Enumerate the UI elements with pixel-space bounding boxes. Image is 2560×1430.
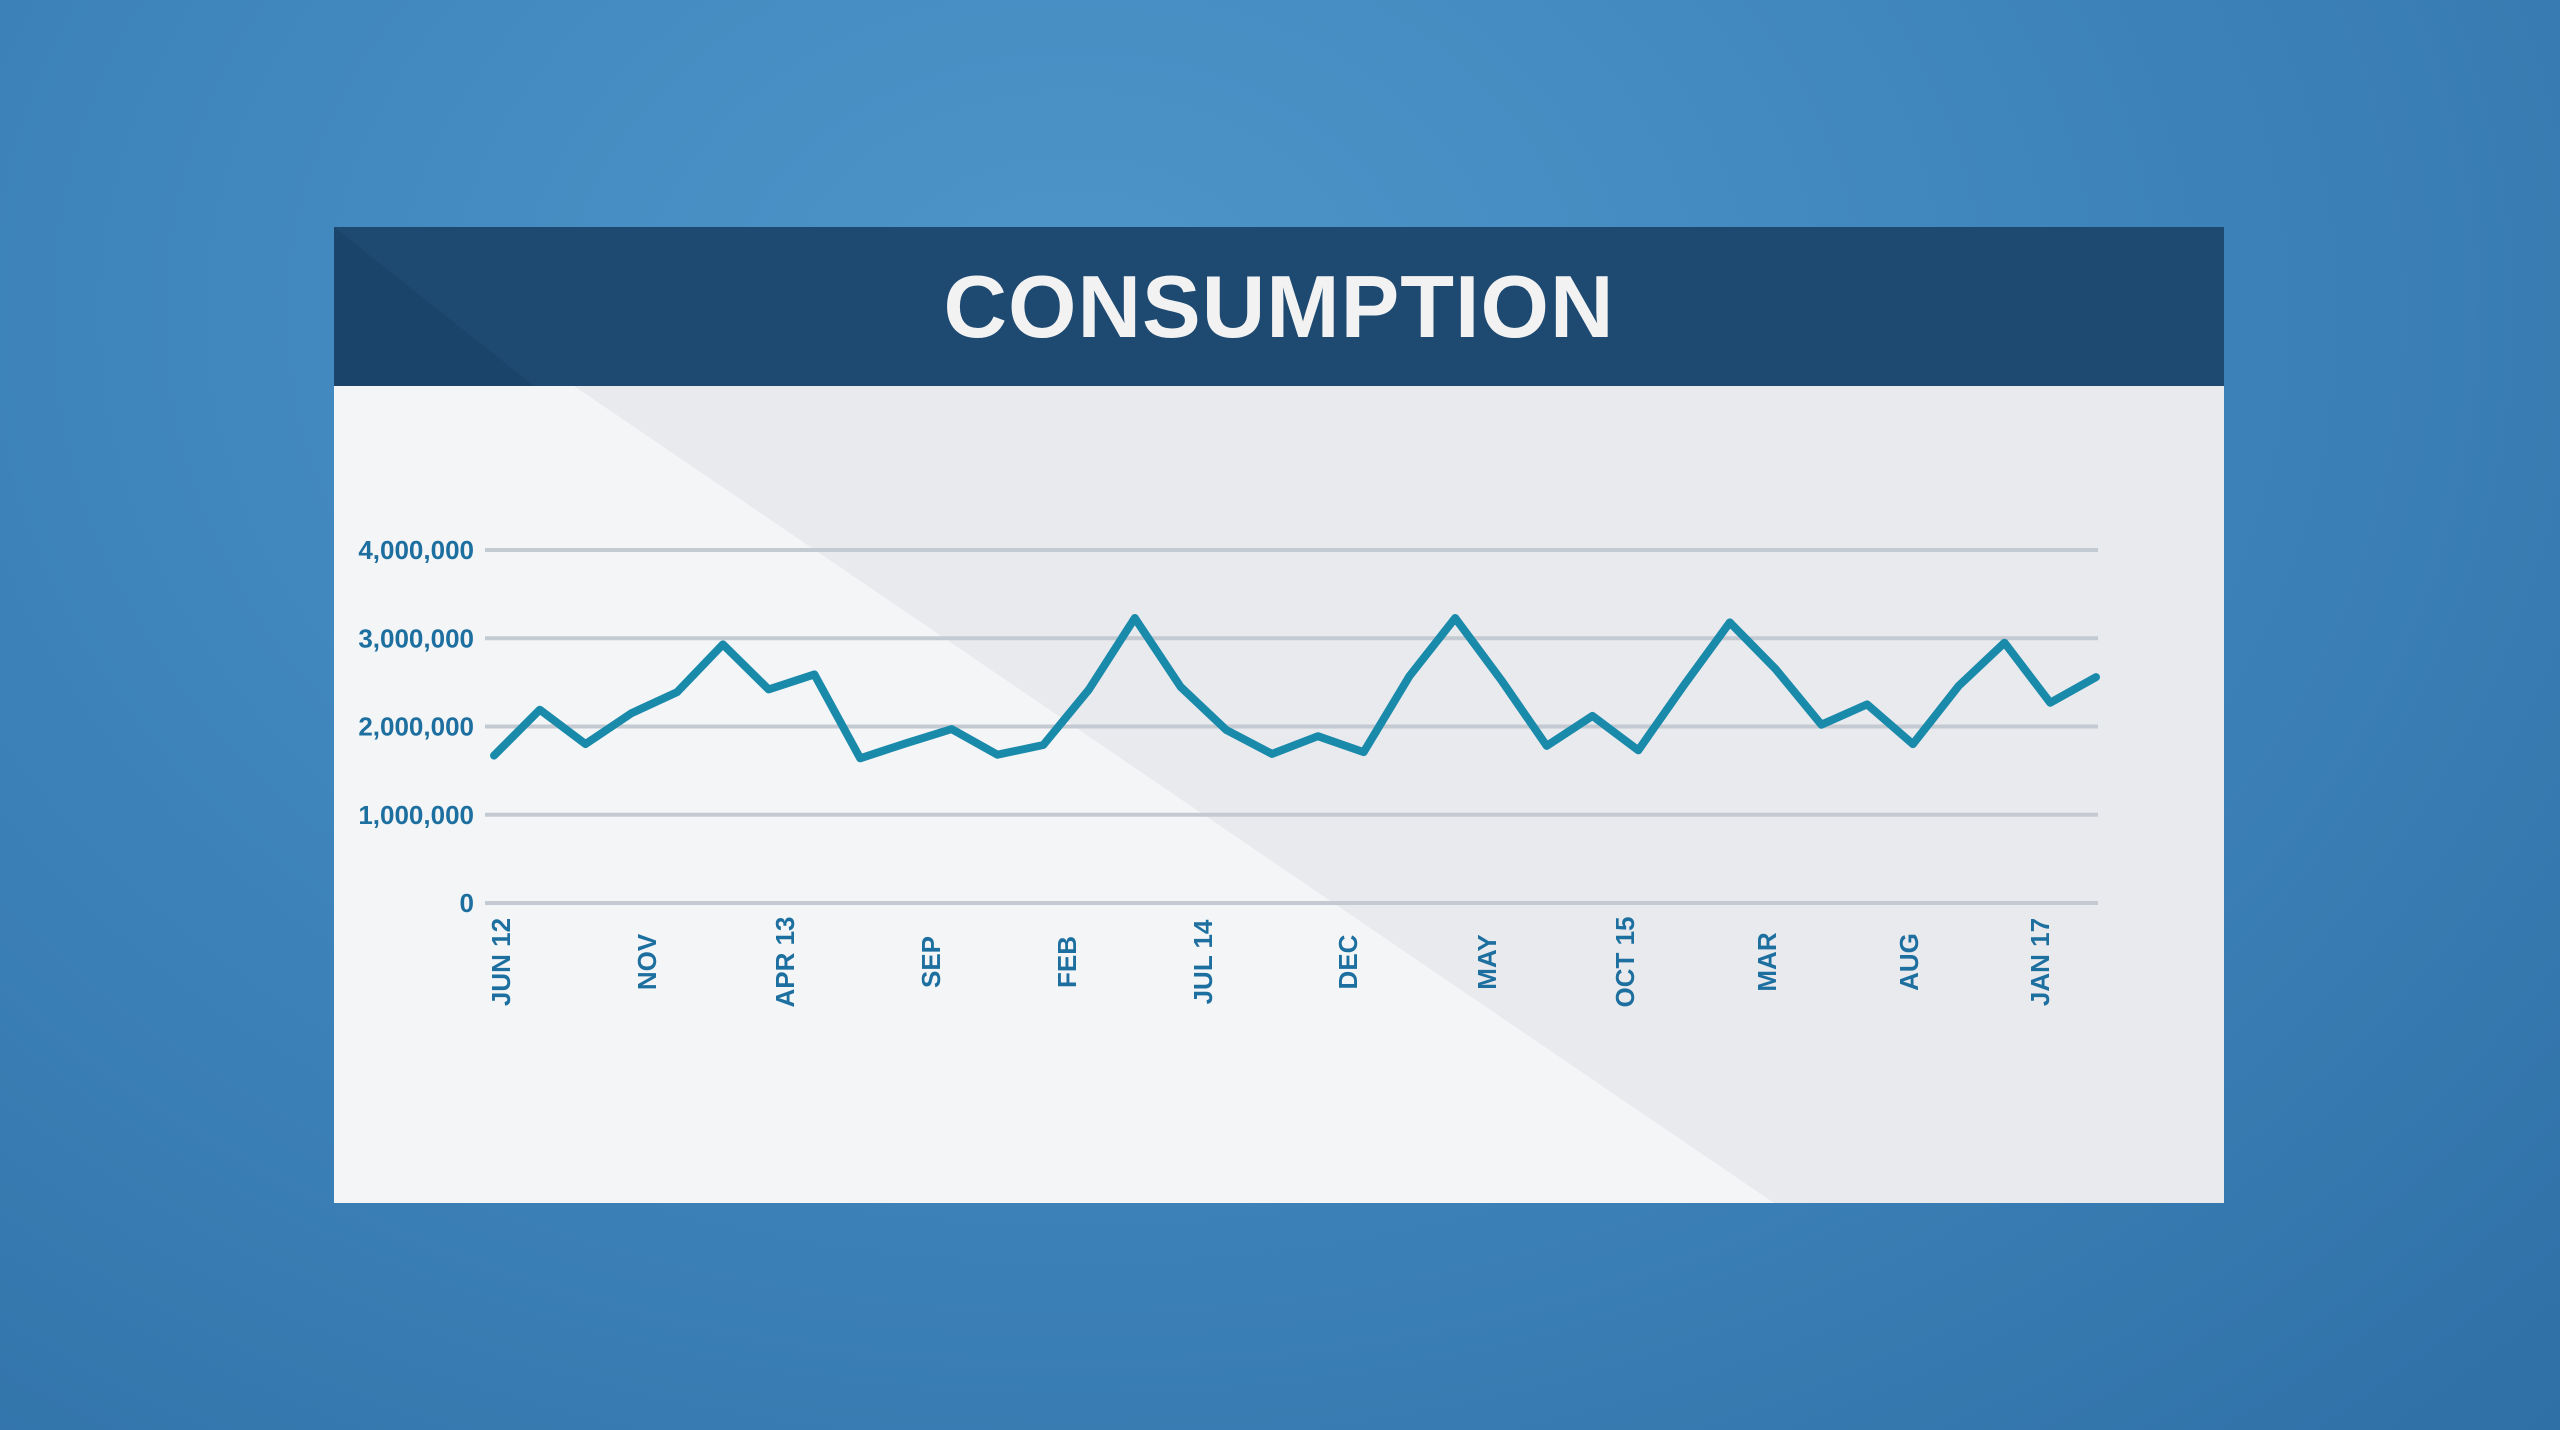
y-tick-label: 3,000,000 [358,623,474,653]
y-tick-label: 0 [460,888,474,918]
consumption-line [490,614,2100,763]
chart-title: CONSUMPTION [943,257,1615,356]
x-tick-label: FEB [1052,936,1082,988]
x-tick-label: MAY [1472,934,1502,989]
chart-card: CONSUMPTION [334,227,2224,1203]
x-tick-label: NOV [632,933,662,990]
chart-header: CONSUMPTION [334,227,2224,386]
x-tick-label: DEC [1333,934,1363,989]
y-tick-label: 2,000,000 [358,712,474,742]
x-tick-label: APR 13 [770,916,800,1007]
card-shade [574,386,2224,1203]
x-tick-label: SEP [916,936,946,988]
y-tick-label: 1,000,000 [358,800,474,830]
x-tick-label: AUG [1894,933,1924,991]
x-tick-label: OCT 15 [1610,916,1640,1007]
x-tick-label: MAR [1752,932,1782,991]
x-tick-label: JUN 12 [486,918,516,1006]
x-tick-label: JUL 14 [1188,919,1218,1004]
x-tick-label: JAN 17 [2025,918,2055,1006]
y-tick-label: 4,000,000 [358,535,474,565]
